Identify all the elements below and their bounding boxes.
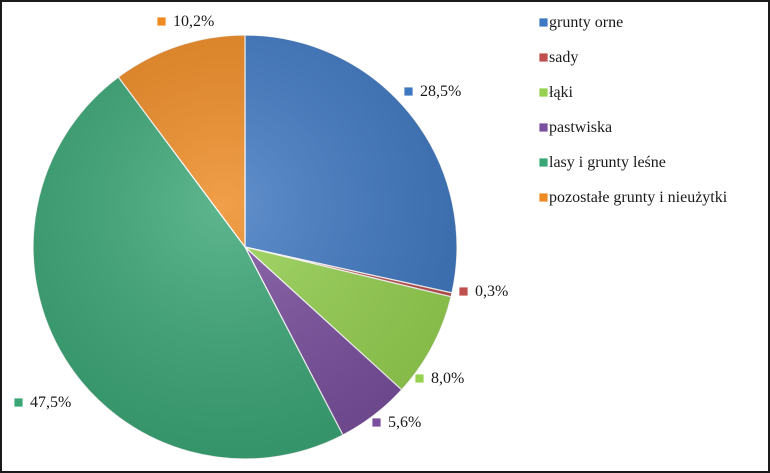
data-label-laki: 8,0% [431, 370, 464, 387]
data-label-sady: 0,3% [475, 283, 508, 300]
legend-label-grunty-orne: grunty orne [549, 14, 623, 31]
legend-swatch-sady [538, 52, 549, 63]
data-label-pozostale-grunty-i-nieuzytki: 10,2% [173, 13, 214, 30]
data-label-marker [414, 373, 425, 384]
legend-swatch-grunty-orne [538, 17, 549, 28]
legend-swatch-lasy-i-grunty-lesne [538, 157, 549, 168]
data-label-lasy-i-grunty-lesne: 47,5% [30, 394, 71, 411]
legend-label-lasy-i-grunty-lesne: lasy i grunty leśne [549, 154, 666, 171]
legend-swatch-pozostale-grunty-i-nieuzytki [538, 192, 549, 203]
legend: grunty orne sady łąki pastwiska lasy i grunt… [538, 14, 728, 206]
data-label-pastwiska: 5,6% [388, 414, 421, 431]
legend-label-pozostale-grunty-i-nieuzytki: pozostałe grunty i nieużytki [549, 189, 728, 206]
data-label-marker [458, 286, 469, 297]
legend-swatch-laki [538, 87, 549, 98]
legend-label-pastwiska: pastwiska [549, 119, 612, 136]
legend-label-laki: łąki [549, 84, 574, 101]
data-label-marker [156, 16, 167, 27]
data-label-marker [403, 86, 414, 97]
legend-swatch-pastwiska [538, 122, 549, 133]
data-label-marker [371, 417, 382, 428]
legend-label-sady: sady [549, 49, 578, 66]
data-label-marker [13, 397, 24, 408]
data-label-grunty-orne: 28,5% [420, 83, 461, 100]
